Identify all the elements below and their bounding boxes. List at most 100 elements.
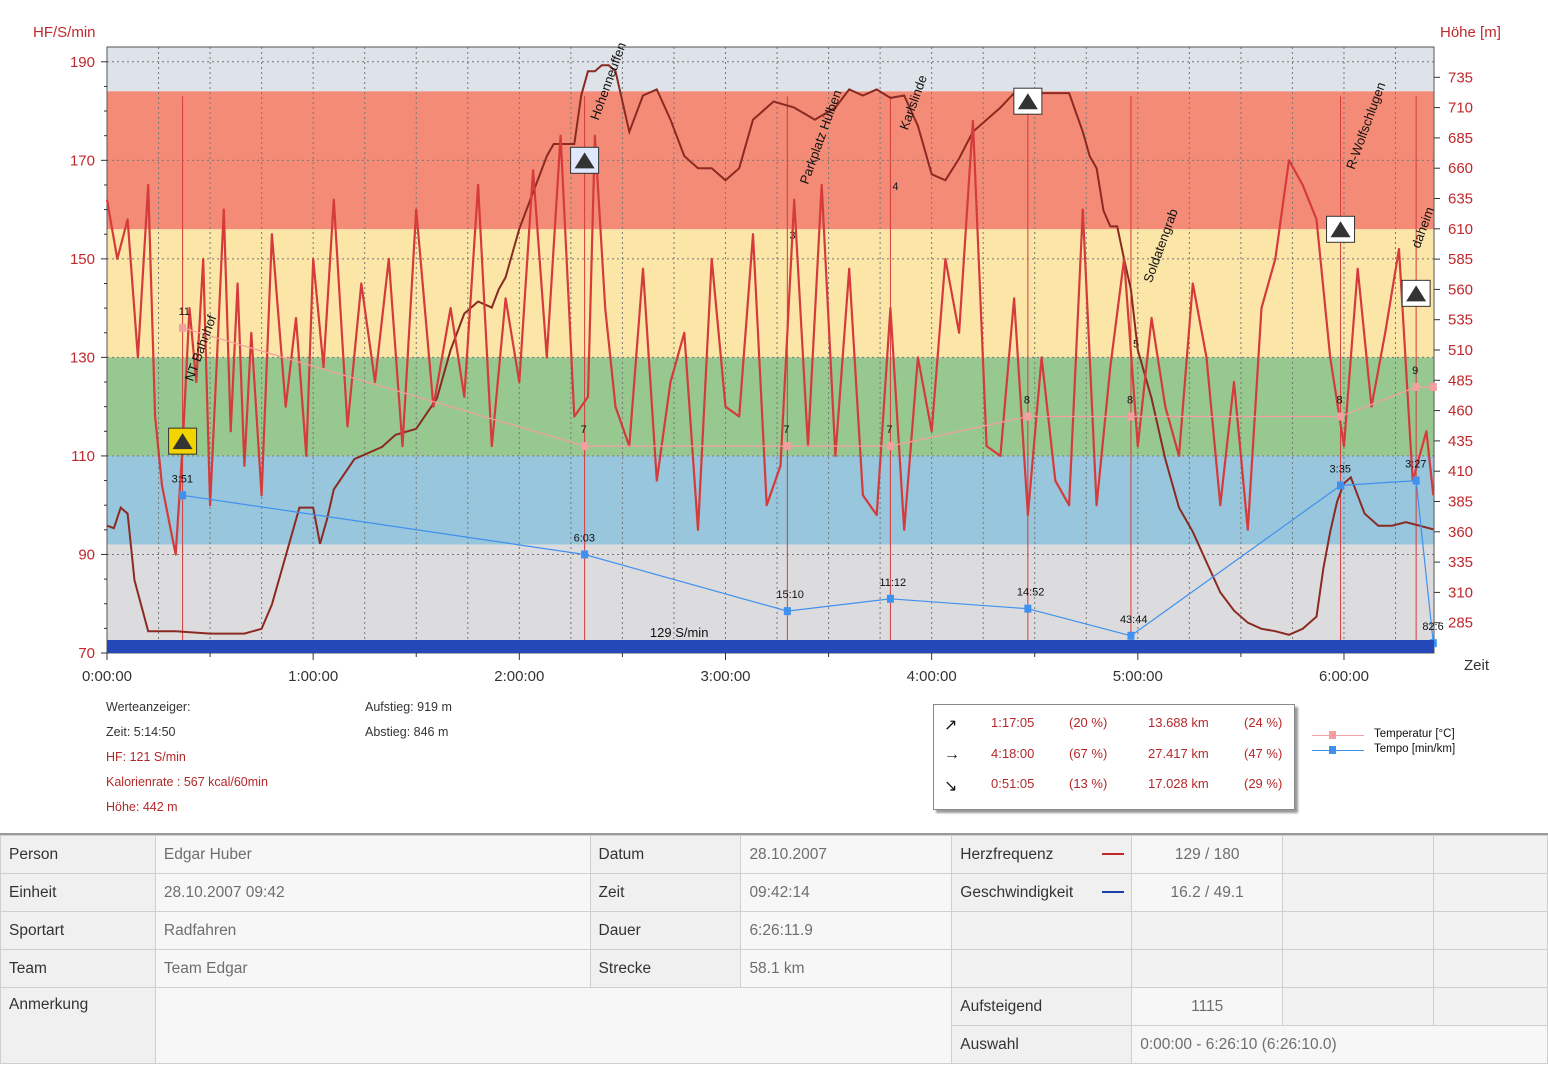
x-tick-label: 0:00:00 bbox=[82, 668, 132, 685]
hr-zone-band bbox=[107, 357, 1434, 456]
team-value[interactable]: Team Edgar bbox=[154, 949, 591, 988]
arrow-right-icon: → bbox=[944, 746, 960, 763]
pace-point bbox=[1337, 481, 1345, 490]
pace-point-label: 6:03 bbox=[574, 532, 595, 544]
training-chart[interactable]: 345 117 7 78 8 89 3:516:0315:1011:1214:5243:… bbox=[0, 0, 1548, 700]
stats-time: 0:51:05 bbox=[991, 776, 1035, 791]
note-field[interactable] bbox=[154, 987, 953, 1064]
pace-point-label: 15:10 bbox=[776, 589, 804, 601]
pace-point-label: 82:6 bbox=[1422, 621, 1443, 633]
heart-rate-value: 129 / 180 bbox=[1131, 835, 1284, 874]
empty-cell bbox=[1433, 835, 1548, 874]
table-row: Einheit 28.10.2007 09:42 Zeit 09:42:14 G… bbox=[0, 873, 1548, 912]
heart-rate-line-swatch bbox=[1102, 853, 1125, 855]
duration-value[interactable]: 6:26:11.9 bbox=[740, 911, 953, 950]
person-value[interactable]: Edgar Huber bbox=[154, 835, 591, 874]
y-right-tick-label: 735 bbox=[1448, 69, 1473, 86]
finish-flag-icon-glyph bbox=[1406, 285, 1427, 302]
stats-distance: 27.417 km bbox=[1148, 746, 1209, 761]
unit-value[interactable]: 28.10.2007 09:42 bbox=[154, 873, 591, 912]
y-right-tick-label: 335 bbox=[1448, 554, 1473, 571]
y-left-tick-label: 170 bbox=[70, 152, 95, 169]
ascent-readout: Aufstieg: 919 m Abstieg: 846 m bbox=[365, 695, 452, 745]
hr-zone-band bbox=[107, 229, 1434, 358]
ascending-value: 1115 bbox=[1131, 987, 1284, 1026]
y-right-tick-label: 310 bbox=[1448, 584, 1473, 601]
temperature-point bbox=[886, 442, 894, 451]
date-value[interactable]: 28.10.2007 bbox=[740, 835, 953, 874]
y-right-tick-label: 560 bbox=[1448, 281, 1473, 298]
note-label: Anmerkung bbox=[0, 987, 156, 1064]
legend-line bbox=[1312, 735, 1364, 736]
selection-value[interactable]: 0:00:00 - 6:26:10 (6:26:10.0) bbox=[1131, 1025, 1548, 1064]
y-right-tick-label: 635 bbox=[1448, 191, 1473, 208]
time-label: Zeit bbox=[589, 873, 742, 912]
elevation-line bbox=[106, 64, 1434, 636]
readout-elevation: Höhe: 442 m bbox=[106, 800, 178, 814]
y-left-tick-label: 70 bbox=[78, 645, 95, 662]
empty-cell bbox=[1282, 949, 1435, 988]
hr-zone-band bbox=[107, 91, 1434, 230]
heart-rate-line bbox=[105, 119, 1435, 556]
y-right-tick-label: 660 bbox=[1448, 160, 1473, 177]
heart-rate-series bbox=[105, 119, 1435, 556]
distance-value[interactable]: 58.1 km bbox=[740, 949, 953, 988]
y-right-tick-label: 710 bbox=[1448, 100, 1473, 117]
pace-point-label: 11:12 bbox=[879, 577, 906, 589]
x-tick-label: 6:00:00 bbox=[1319, 668, 1369, 685]
pace-point-label: 3:51 bbox=[172, 473, 193, 485]
waypoint-icons bbox=[168, 87, 1431, 455]
y-right-tick-label: 610 bbox=[1448, 221, 1473, 238]
pace-point-label: 3:27 bbox=[1405, 459, 1426, 471]
empty-cell bbox=[1433, 949, 1548, 988]
section-markers: 345 bbox=[182, 96, 1417, 653]
speed-line-swatch bbox=[1102, 891, 1125, 893]
empty-cell bbox=[1131, 949, 1284, 988]
y-right-tick-label: 535 bbox=[1448, 312, 1473, 329]
empty-cell bbox=[1282, 873, 1435, 912]
pace-point bbox=[1024, 604, 1032, 613]
section-number-label: 5 bbox=[1133, 339, 1139, 351]
temperature-point-label: 9 bbox=[1412, 365, 1418, 377]
team-label: Team bbox=[0, 949, 156, 988]
y-left-tick-label: 90 bbox=[78, 546, 95, 563]
empty-cell bbox=[1282, 835, 1435, 874]
empty-cell bbox=[1131, 911, 1284, 950]
readout-calories: Kalorienrate : 567 kcal/60min bbox=[106, 775, 268, 789]
pace-point bbox=[1127, 631, 1135, 640]
summit-flag-icon bbox=[1013, 87, 1043, 115]
stats-time: 1:17:05 bbox=[991, 715, 1035, 730]
x-tick-label: 1:00:00 bbox=[288, 668, 338, 685]
distance-label: Strecke bbox=[589, 949, 742, 988]
duration-label: Dauer bbox=[589, 911, 742, 950]
temperature-point-label: 7 bbox=[581, 424, 587, 436]
temperature-point bbox=[581, 442, 589, 451]
selection-label: Auswahl bbox=[951, 1025, 1133, 1064]
arrow-down-right-icon: ↘ bbox=[944, 778, 958, 795]
ascending-label: Aufsteigend bbox=[951, 987, 1133, 1026]
readout-title: Werteanzeiger: bbox=[106, 700, 191, 714]
empty-cell bbox=[951, 949, 1133, 988]
pace-point bbox=[886, 594, 894, 603]
legend-label: Temperatur [°C] bbox=[1374, 728, 1455, 740]
speed-band-label: 129 S/min bbox=[650, 625, 709, 640]
legend-marker bbox=[1329, 731, 1336, 739]
y-left-axis-title: HF/S/min bbox=[33, 24, 96, 41]
y-right-tick-label: 360 bbox=[1448, 524, 1473, 541]
stats-distance-pct: (47 %) bbox=[1244, 746, 1283, 761]
time-value[interactable]: 09:42:14 bbox=[740, 873, 953, 912]
y-left-tick-label: 150 bbox=[70, 251, 95, 268]
gradient-stats-box: ↗ 1:17:05 (20 %) 13.688 km (24 %) → 4:18… bbox=[933, 704, 1295, 810]
temperature-point bbox=[1337, 412, 1345, 421]
y-right-tick-label: 285 bbox=[1448, 615, 1473, 632]
y-left-tick-label: 130 bbox=[70, 349, 95, 366]
legend-item-temperature: Temperatur [°C] bbox=[1312, 728, 1455, 743]
pace-point bbox=[179, 491, 187, 500]
stats-distance: 13.688 km bbox=[1148, 715, 1209, 730]
y-right-tick-label: 385 bbox=[1448, 494, 1473, 511]
sport-value[interactable]: Radfahren bbox=[154, 911, 591, 950]
legend-line bbox=[1312, 750, 1364, 751]
stats-row-up: ↗ 1:17:05 (20 %) 13.688 km (24 %) bbox=[934, 715, 1294, 739]
speed-label-text: Geschwindigkeit bbox=[960, 883, 1074, 901]
table-row: Team Team Edgar Strecke 58.1 km bbox=[0, 949, 1548, 988]
